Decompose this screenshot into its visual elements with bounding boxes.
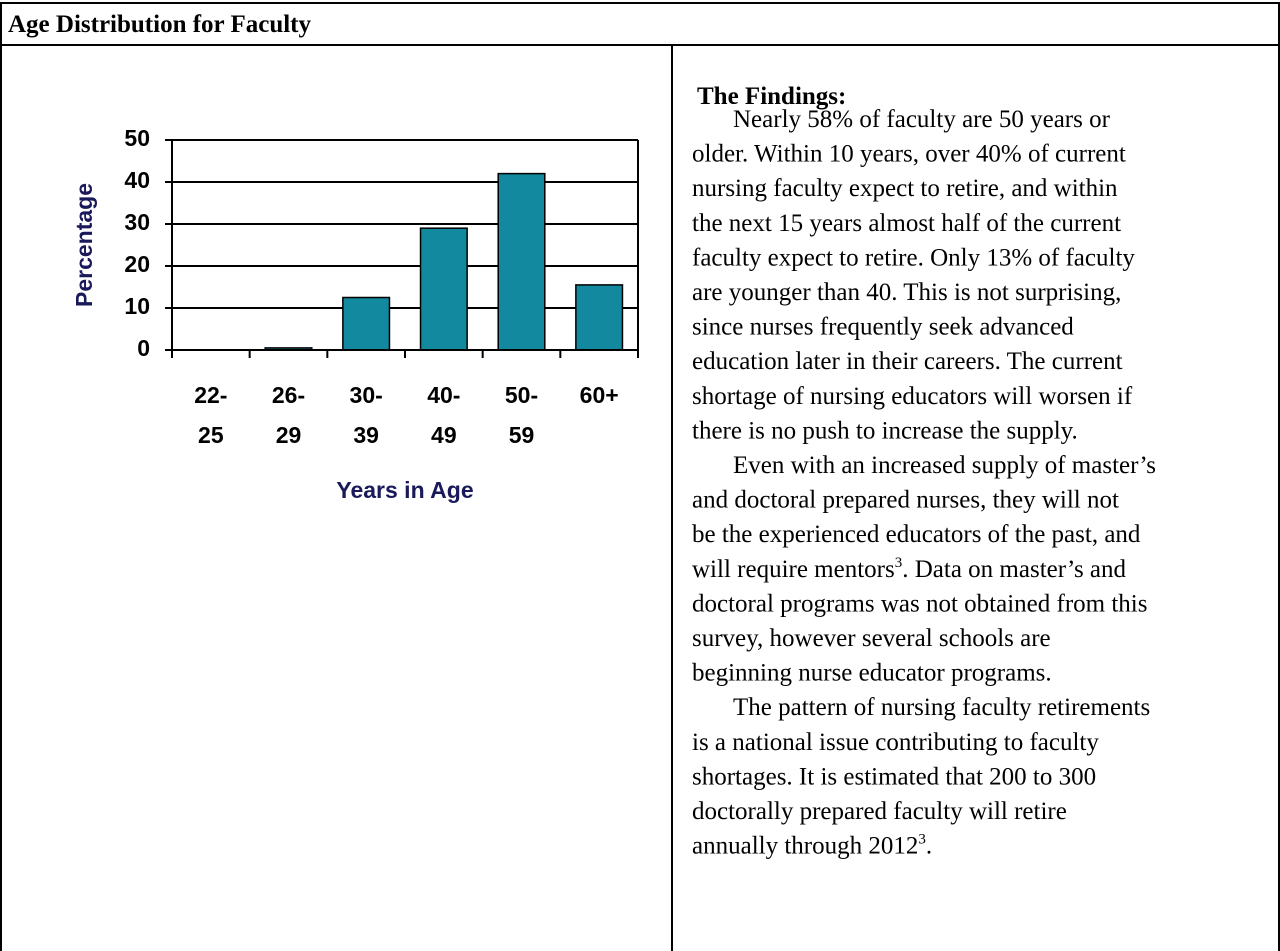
bar — [342, 296, 391, 351]
x-tick-label: 29 — [276, 422, 302, 448]
text: . — [926, 833, 932, 860]
paragraph-line: is a national issue contributing to facu… — [692, 729, 1099, 756]
x-tick-label: 60+ — [580, 382, 619, 408]
x-tick-label: 49 — [431, 422, 457, 448]
paragraph-line: beginning nurse educator programs. — [692, 660, 1052, 687]
y-tick-label: 0 — [137, 335, 150, 361]
paragraph-line: doctoral programs was not obtained from … — [692, 590, 1147, 617]
x-tick-label: 59 — [509, 422, 535, 448]
x-tick-label: 40- — [427, 382, 460, 408]
y-tick-label: 30 — [124, 209, 150, 235]
paragraph-line: the next 15 years almost half of the cur… — [692, 210, 1121, 237]
paragraph-line: and doctoral prepared nurses, they will … — [692, 487, 1119, 514]
superscript: 3 — [895, 555, 903, 571]
paragraph-line: education later in their careers. The cu… — [692, 348, 1123, 375]
x-tick-label: 25 — [198, 422, 224, 448]
paragraph-line: be the experienced educators of the past… — [692, 521, 1141, 548]
paragraph-line: nursing faculty expect to retire, and wi… — [692, 175, 1118, 202]
text: . Data on master’s and — [902, 556, 1126, 583]
x-tick-label: 30- — [350, 382, 383, 408]
paragraph-line: shortage of nursing educators will worse… — [692, 383, 1133, 410]
paragraph-line: annually through 20123. — [692, 832, 932, 860]
x-tick-label: 22- — [194, 382, 227, 408]
x-tick-label: 26- — [272, 382, 305, 408]
y-tick-label: 10 — [124, 293, 150, 319]
paragraph-line: doctorally prepared faculty will retire — [692, 798, 1067, 825]
findings-heading: The Findings: — [697, 83, 846, 110]
header-title: Age Distribution for Faculty — [8, 11, 311, 38]
bar — [575, 284, 624, 351]
y-tick-label: 40 — [124, 167, 150, 193]
paragraph-line: since nurses frequently seek advanced — [692, 314, 1074, 341]
superscript: 3 — [918, 832, 926, 848]
paragraph-line: shortages. It is estimated that 200 to 3… — [692, 763, 1096, 790]
x-tick-label: 39 — [353, 422, 379, 448]
paragraph-line: Nearly 58% of faculty are 50 years or — [733, 106, 1111, 133]
paragraph-line: Even with an increased supply of master’… — [733, 452, 1156, 479]
paragraph-line: faculty expect to retire. Only 13% of fa… — [692, 244, 1135, 271]
x-tick-label: 50- — [505, 382, 538, 408]
text: annually through 2012 — [692, 833, 918, 860]
y-tick-label: 50 — [124, 125, 150, 151]
paragraph-line: there is no push to increase the supply. — [692, 417, 1078, 444]
x-axis-label: Years in Age — [336, 477, 473, 503]
text: will require mentors — [692, 556, 895, 583]
paragraph-line: will require mentors3. Data on master’s … — [692, 555, 1127, 583]
y-tick-label: 20 — [124, 251, 150, 277]
paragraph-line: are younger than 40. This is not surpris… — [692, 279, 1121, 306]
paragraph-line: older. Within 10 years, over 40% of curr… — [692, 141, 1126, 168]
paragraph-line: survey, however several schools are — [692, 625, 1051, 652]
bar — [497, 172, 546, 351]
paragraph-line: The pattern of nursing faculty retiremen… — [733, 694, 1150, 721]
bar — [419, 227, 468, 351]
y-axis-label: Percentage — [71, 183, 97, 307]
